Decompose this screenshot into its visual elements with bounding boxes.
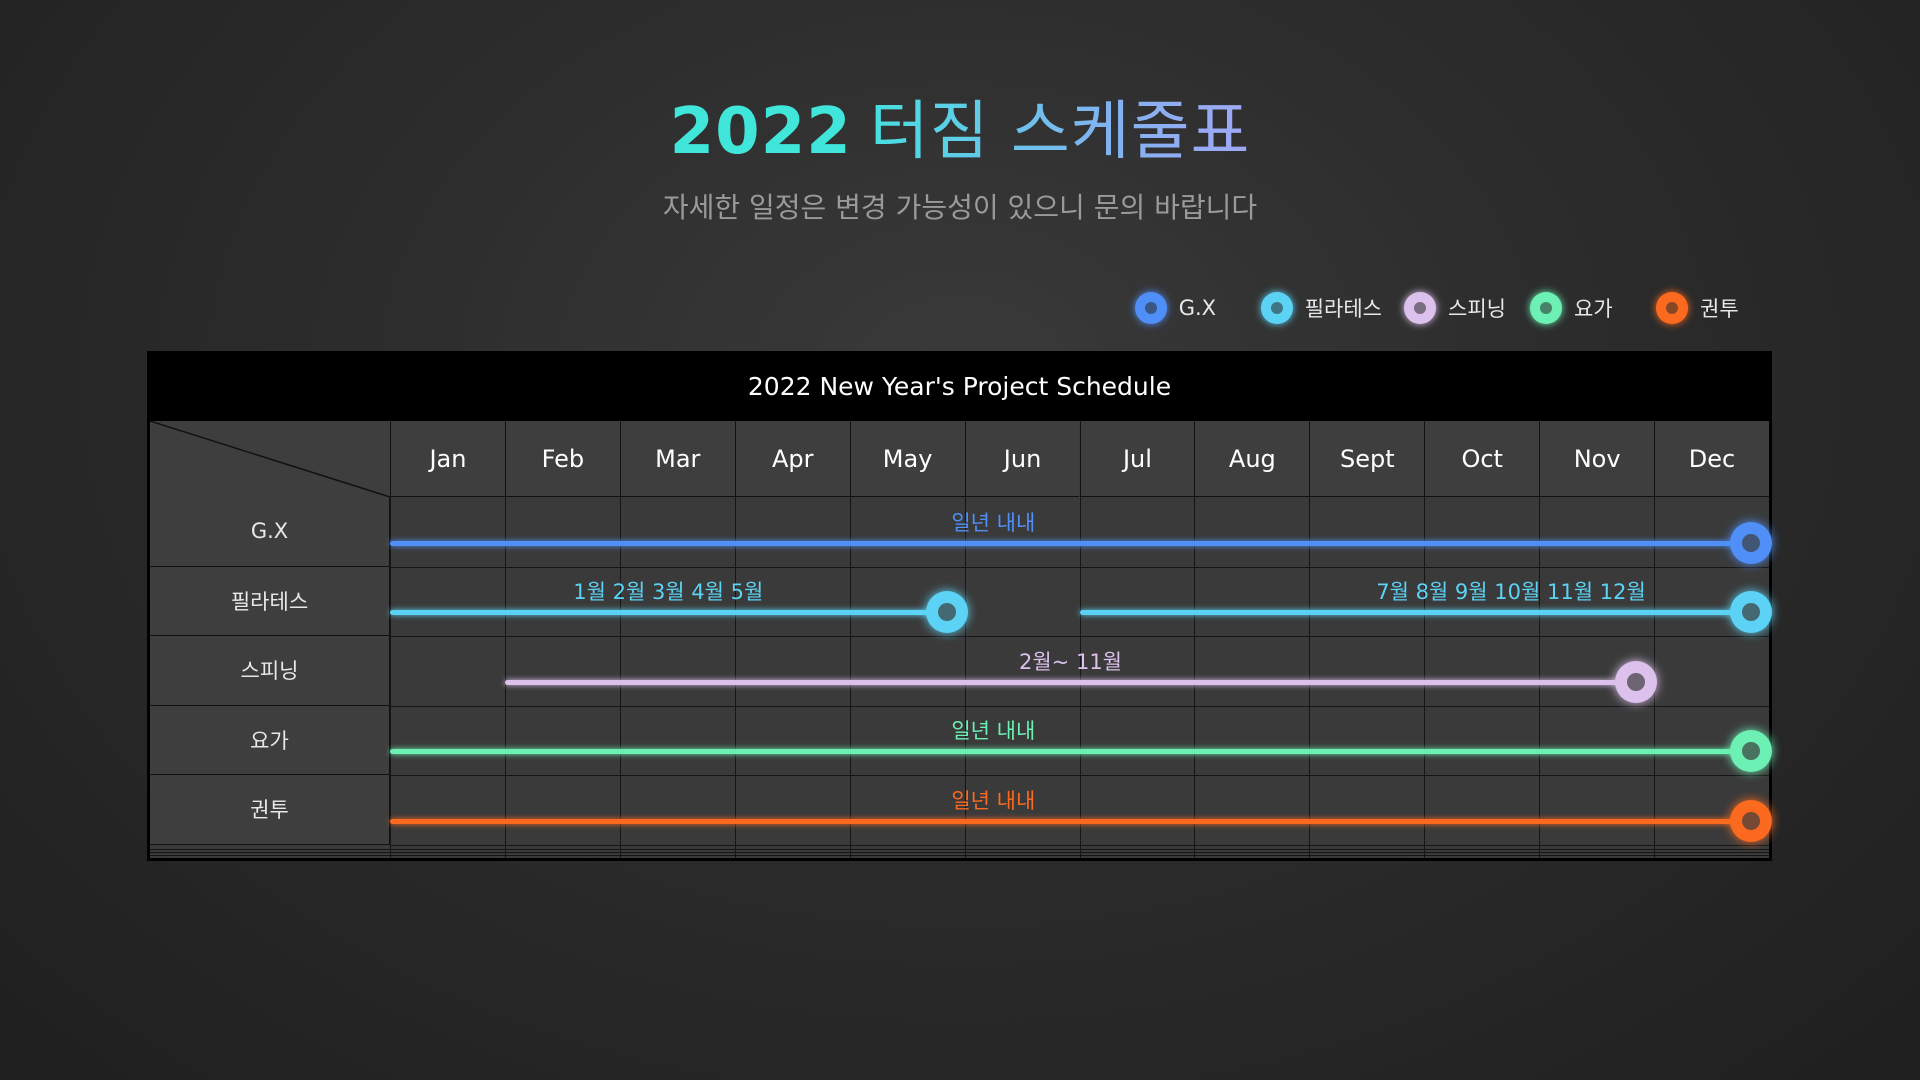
legend-item: 스피닝 [1404, 292, 1508, 324]
row-label: 필라테스 [150, 566, 390, 636]
grid-line [1309, 497, 1311, 858]
schedule-table-title: 2022 New Year's Project Schedule [747, 371, 1172, 401]
legend: G.X 필라테스 스피닝 요가 권투 [1113, 290, 1760, 326]
legend-item: 필라테스 [1260, 292, 1382, 324]
grid-line [390, 497, 391, 858]
legend-label: 스피닝 [1448, 297, 1506, 321]
month-header: Nov [1539, 421, 1655, 497]
legend-item: G.X [1134, 292, 1239, 324]
legend-label: 필라테스 [1304, 297, 1382, 321]
corner-cell [150, 421, 391, 498]
grid-line [849, 497, 851, 858]
schedule-table: 2022 New Year's Project Schedule Jan Feb M… [147, 351, 1772, 861]
page-title: 2022 터짐 스케줄표 [0, 80, 1920, 172]
month-header: Feb [504, 421, 620, 497]
schedule-bar [1079, 610, 1751, 616]
legend-label: G.X [1178, 296, 1217, 320]
page-subtitle: 자세한 일정은 변경 가능성이 있으니 문의 바랍니다 [662, 191, 1258, 224]
legend-marker-icon [1260, 292, 1293, 324]
grid-line [390, 775, 1769, 776]
month-header: Oct [1424, 421, 1540, 497]
diagonal-divider-icon [150, 421, 390, 497]
bar-label: 일년 내내 [951, 788, 1036, 813]
row-label: 스피닝 [150, 636, 390, 706]
grid-line [390, 844, 1769, 846]
grid-line [734, 497, 736, 858]
end-marker-icon [925, 591, 968, 634]
grid-line [390, 566, 1769, 568]
grid-line [619, 497, 621, 858]
grid-line [1424, 497, 1426, 858]
legend-label: 요가 [1574, 297, 1613, 321]
end-marker-icon [1730, 591, 1772, 634]
row-label: G.X [150, 497, 390, 567]
end-marker-icon [1730, 799, 1772, 842]
legend-marker-icon [1656, 292, 1688, 324]
grid-line [390, 705, 1769, 707]
schedule-bar [504, 679, 1637, 685]
row-label: 요가 [150, 705, 390, 775]
grid-line [504, 497, 506, 858]
schedule-bar [390, 749, 1751, 755]
schedule-bar [390, 610, 947, 616]
month-header: Jul [1079, 421, 1195, 497]
month-header: May [849, 421, 965, 497]
end-marker-icon [1615, 660, 1658, 703]
grid-line [390, 636, 1769, 637]
month-header: Mar [619, 421, 735, 497]
month-header: Jun [964, 421, 1080, 497]
legend-item: 요가 [1530, 292, 1634, 324]
legend-marker-icon [1134, 292, 1167, 324]
month-header: Sept [1309, 421, 1425, 497]
bar-label: 일년 내내 [951, 719, 1036, 744]
bar-label: 일년 내내 [951, 510, 1036, 535]
grid-line [1079, 497, 1081, 858]
month-header: Apr [734, 421, 850, 497]
grid-line [1194, 497, 1196, 858]
legend-label: 권투 [1700, 297, 1739, 321]
bar-label: 2월~ 11월 [1019, 649, 1122, 674]
title-year: 2022 [669, 95, 852, 169]
bar-label: 7월 8월 9월 10월 11월 12월 [1376, 580, 1646, 605]
schedule-bar [390, 818, 1751, 824]
legend-marker-icon [1404, 292, 1436, 324]
schedule-grid: Jan Feb Mar Apr May Jun Jul Aug Sept Oct Nov Dec G.X… [150, 421, 1772, 858]
month-header: Aug [1194, 421, 1310, 497]
month-header: Dec [1654, 421, 1769, 497]
schedule-bar [390, 540, 1751, 546]
grid-line [1539, 497, 1541, 858]
end-marker-icon [1730, 730, 1772, 773]
end-marker-icon [1730, 521, 1772, 564]
row-label: 권투 [150, 775, 390, 845]
table-footer-lines [150, 849, 1769, 858]
grid-line [964, 497, 966, 858]
legend-item: 권투 [1656, 292, 1760, 324]
legend-marker-icon [1530, 292, 1562, 324]
title-text: 터짐 스케줄표 [869, 95, 1251, 169]
bar-label: 1월 2월 3월 4월 5월 [573, 580, 764, 605]
month-header: Jan [390, 421, 505, 497]
